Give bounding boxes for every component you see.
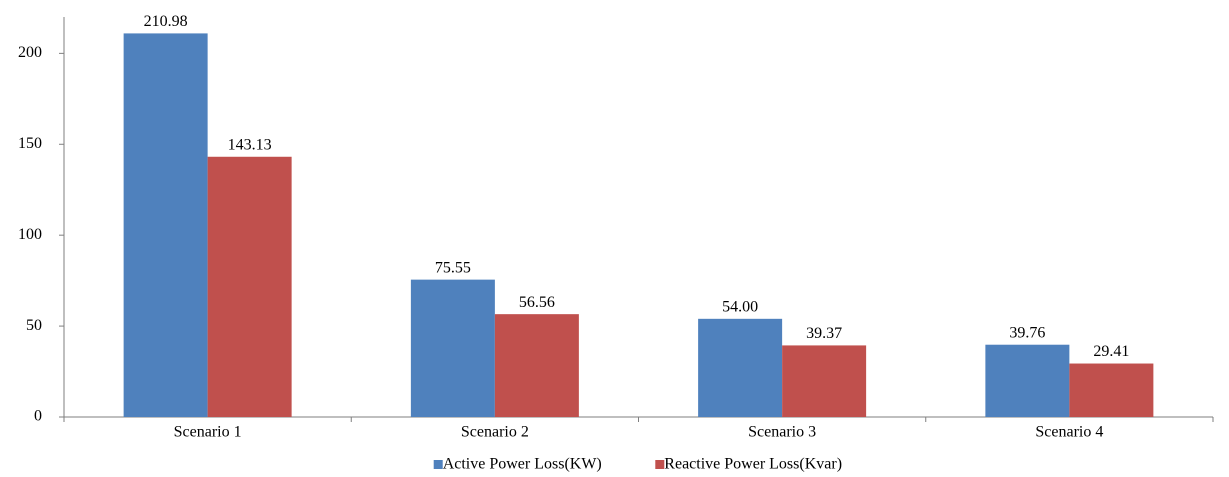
x-tick-label: Scenario 4 bbox=[1035, 424, 1103, 441]
bar bbox=[782, 345, 867, 417]
value-label: 143.13 bbox=[228, 136, 272, 153]
x-tick-label: Scenario 3 bbox=[748, 424, 816, 441]
legend-label: Active Power Loss(KW) bbox=[443, 456, 602, 473]
legend-swatch bbox=[433, 460, 443, 469]
value-label: 56.56 bbox=[519, 294, 555, 311]
x-tick-label: Scenario 1 bbox=[174, 424, 242, 441]
bar bbox=[1069, 363, 1154, 417]
bar bbox=[123, 33, 208, 418]
x-tick-label: Scenario 2 bbox=[461, 424, 529, 441]
y-tick-label: 0 bbox=[34, 408, 42, 425]
value-label: 39.76 bbox=[1009, 324, 1045, 341]
y-tick-label: 100 bbox=[18, 226, 42, 243]
legend-swatch bbox=[655, 460, 665, 469]
value-label: 75.55 bbox=[435, 259, 471, 276]
value-label: 39.37 bbox=[806, 325, 842, 342]
value-label: 29.41 bbox=[1093, 343, 1129, 360]
value-label: 54.00 bbox=[722, 298, 758, 315]
bar bbox=[985, 344, 1070, 417]
value-label: 210.98 bbox=[144, 13, 188, 30]
bar bbox=[410, 279, 495, 417]
bar bbox=[494, 314, 579, 417]
y-tick-label: 200 bbox=[18, 44, 42, 61]
legend-label: Reactive Power Loss(Kvar) bbox=[664, 456, 842, 473]
y-tick-label: 150 bbox=[18, 135, 42, 152]
bar bbox=[698, 318, 783, 417]
y-tick-label: 50 bbox=[26, 317, 42, 334]
bar bbox=[207, 156, 292, 417]
